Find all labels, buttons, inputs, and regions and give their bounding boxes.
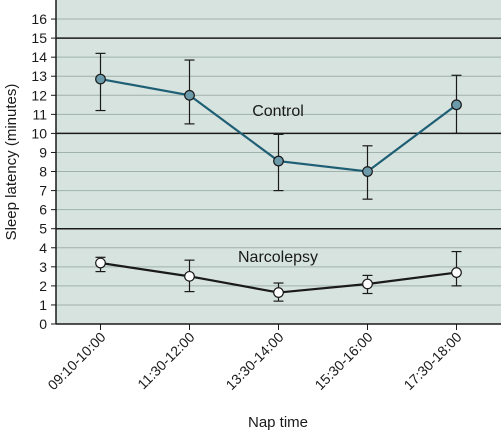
series-control <box>95 52 462 200</box>
x-tick-label: 15:30-16:00 <box>311 329 375 393</box>
data-point <box>95 257 106 269</box>
y-tick-label: 15 <box>31 30 47 46</box>
data-point <box>273 287 284 298</box>
data-point <box>451 267 462 278</box>
y-tick-label: 12 <box>31 87 47 103</box>
y-tick-label: 13 <box>31 68 47 84</box>
x-axis-ticks: 09:10-10:00 11:30-12:00 13:30-14:00 15:30-1… <box>44 324 465 393</box>
series-label-narcolepsy: Narcolepsy <box>238 249 318 266</box>
series-layer <box>95 52 462 302</box>
series-label-control: Control <box>252 103 304 120</box>
y-tick-label: 1 <box>39 297 47 313</box>
y-tick-label: 16 <box>31 11 47 27</box>
y-tick-label: 2 <box>39 278 47 294</box>
y-tick-label: 9 <box>39 144 47 160</box>
data-point <box>184 89 195 101</box>
x-axis-title: Nap time <box>248 414 308 431</box>
y-tick-label: 5 <box>39 221 47 237</box>
y-tick-label: 10 <box>31 125 47 141</box>
data-point <box>362 278 373 290</box>
data-point <box>184 270 195 282</box>
x-tick-label: 17:30-18:00 <box>400 329 464 393</box>
y-tick-label: 4 <box>39 240 47 256</box>
y-tick-label: 14 <box>31 49 47 65</box>
y-axis-title: Sleep latency (minutes) <box>3 84 20 241</box>
data-point <box>362 166 373 177</box>
data-point <box>95 73 106 85</box>
data-point <box>273 155 284 167</box>
y-tick-label: 8 <box>39 164 47 180</box>
major-gridlines <box>56 37 501 230</box>
y-tick-label: 3 <box>39 259 47 275</box>
y-tick-label: 7 <box>39 183 47 199</box>
x-tick-label: 13:30-14:00 <box>222 329 286 393</box>
y-tick-label: 11 <box>32 106 47 122</box>
x-tick-label: 09:10-10:00 <box>44 329 108 393</box>
y-tick-label: 6 <box>39 202 47 218</box>
series-narcolepsy <box>95 250 462 302</box>
y-tick-label: 0 <box>39 316 47 332</box>
data-point <box>451 99 462 111</box>
x-tick-label: 11:30-12:00 <box>134 329 198 393</box>
